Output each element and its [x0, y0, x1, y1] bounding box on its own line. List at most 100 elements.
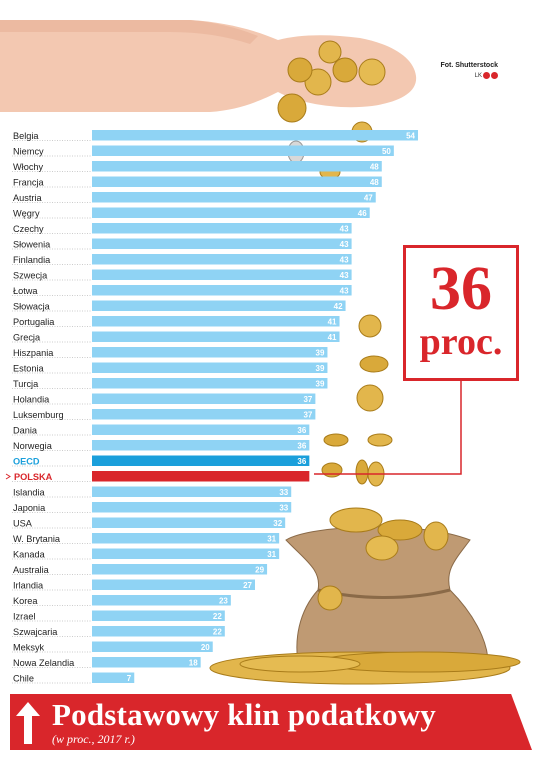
bar-w-brytania [92, 533, 280, 544]
bar-dania [92, 424, 310, 435]
bar-słowenia [92, 238, 352, 249]
author-credit: LK [475, 72, 498, 79]
value-label: 31 [267, 550, 276, 559]
category-label: Słowenia [13, 240, 51, 250]
category-label: Grecja [13, 333, 41, 343]
value-label: 27 [243, 581, 252, 590]
bar-korea [92, 595, 231, 606]
value-label: 39 [316, 364, 325, 373]
title-banner [10, 694, 532, 750]
bar-finlandia [92, 254, 352, 265]
bar-węgry [92, 207, 370, 218]
category-label: Hiszpania [13, 348, 54, 358]
value-label: 43 [340, 256, 349, 265]
value-label: 36 [297, 442, 306, 451]
bar-chile [92, 672, 135, 683]
value-label: 50 [382, 147, 391, 156]
category-label: Dania [13, 426, 38, 436]
value-label: 37 [303, 411, 312, 420]
bar-łotwa [92, 285, 352, 296]
category-label: Belgia [13, 131, 39, 141]
value-label: 43 [340, 225, 349, 234]
bar-niemcy [92, 145, 394, 156]
bar-szwajcaria [92, 626, 225, 637]
category-label: Chile [13, 674, 34, 684]
bar-portugalia [92, 316, 340, 327]
value-label: 48 [370, 178, 379, 187]
category-label: Izrael [13, 612, 35, 622]
category-label: Finlandia [13, 255, 51, 265]
category-label: Austria [13, 193, 42, 203]
bar-islandia [92, 486, 292, 497]
value-label: 47 [364, 194, 373, 203]
value-label: 54 [406, 132, 415, 141]
value-label: 22 [213, 628, 222, 637]
category-label: OECD [13, 457, 40, 467]
photo-credit: Fot. Shutterstock [440, 62, 498, 69]
bar-kanada [92, 548, 280, 559]
bar-holandia [92, 393, 316, 404]
category-label: Szwajcaria [13, 627, 58, 637]
value-label: 37 [303, 395, 312, 404]
bar-polska [92, 471, 310, 482]
value-label: 43 [340, 271, 349, 280]
bar-hiszpania [92, 347, 328, 358]
highlight-callout: 36 proc. [403, 245, 519, 381]
value-label: 36 [297, 426, 306, 435]
bar-słowacja [92, 300, 346, 311]
bar-czechy [92, 223, 352, 234]
callout-connector [314, 381, 462, 475]
up-arrow-icon [16, 702, 40, 744]
category-label: Korea [13, 596, 38, 606]
bar-oecd [92, 455, 310, 466]
bar-luksemburg [92, 409, 316, 420]
value-label: 41 [328, 318, 337, 327]
value-label: 31 [267, 535, 276, 544]
value-label: 43 [340, 240, 349, 249]
category-label: Norwegia [13, 441, 53, 451]
category-label: Japonia [13, 503, 46, 513]
bars-group: Belgia 54 Niemcy 50 Włochy 48 Francja 48 Austria… [5, 130, 418, 684]
bar-austria [92, 192, 376, 203]
value-label: 23 [219, 597, 228, 606]
bar-izrael [92, 610, 225, 621]
category-label: Portugalia [13, 317, 55, 327]
category-label: Węgry [13, 209, 40, 219]
author-initials: LK [474, 73, 482, 80]
bar-usa [92, 517, 286, 528]
category-label: Niemcy [13, 147, 44, 157]
chart-subtitle: (w proc., 2017 r.) [52, 732, 135, 746]
value-label: 41 [328, 333, 337, 342]
category-label: Kanada [13, 550, 46, 560]
category-label: Luksemburg [13, 410, 64, 420]
bar-francja [92, 176, 382, 187]
value-label: 18 [189, 659, 198, 668]
category-label: Francja [13, 178, 45, 188]
category-label: Włochy [13, 162, 44, 172]
value-label: 20 [201, 643, 210, 652]
category-label: Turcja [13, 379, 39, 389]
value-label: 7 [127, 674, 132, 683]
value-label: 39 [316, 380, 325, 389]
category-label: Irlandia [13, 581, 44, 591]
chart-title: Podstawowy klin podatkowy [52, 697, 436, 732]
bar-estonia [92, 362, 328, 373]
bar-nowa-zelandia [92, 657, 201, 668]
value-label: 36 [297, 457, 306, 466]
hand-illustration [0, 0, 417, 112]
bar-belgia [92, 130, 418, 141]
bar-irlandia [92, 579, 255, 590]
value-label: 32 [273, 519, 282, 528]
bar-australia [92, 564, 268, 575]
bar-szwecja [92, 269, 352, 280]
value-label: 22 [213, 612, 222, 621]
category-label: Szwecja [13, 271, 48, 281]
category-label: W. Brytania [13, 534, 61, 544]
category-label: Nowa Zelandia [13, 658, 75, 668]
category-label: Estonia [13, 364, 45, 374]
marker-chevron-icon [5, 473, 11, 480]
category-label: POLSKA [14, 472, 53, 482]
category-label: Czechy [13, 224, 44, 234]
category-label: USA [13, 519, 33, 529]
